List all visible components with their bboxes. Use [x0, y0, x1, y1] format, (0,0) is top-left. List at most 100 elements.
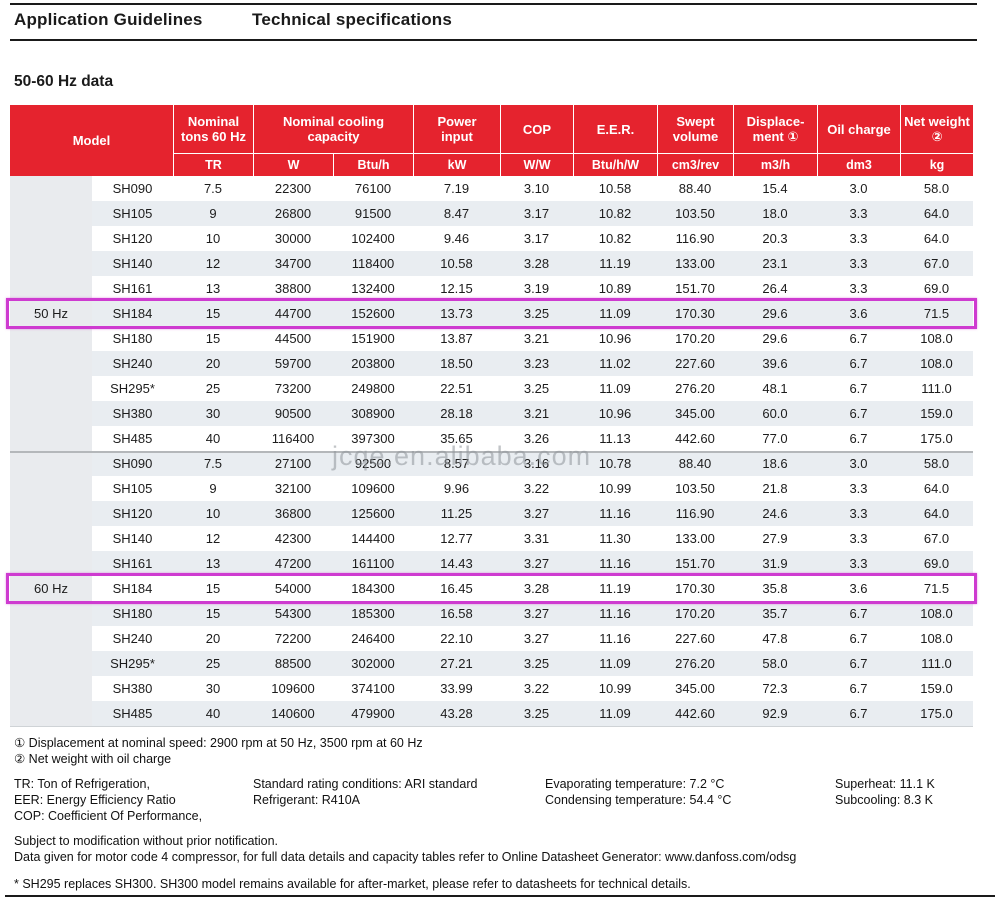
section-separator [10, 451, 973, 453]
value-cell: 35.7 [733, 601, 817, 626]
value-cell: 8.57 [413, 451, 500, 476]
value-cell: 3.25 [500, 701, 573, 726]
abbrev-cop: COP: Coefficient Of Performance, [14, 809, 203, 823]
model-cell: SH240 [92, 351, 173, 376]
frequency-label [10, 376, 92, 401]
column-header-line: tons 60 Hz [180, 129, 246, 144]
value-cell: 140600 [253, 701, 333, 726]
value-cell: 3.3 [849, 231, 868, 246]
value-cell: 69.0 [923, 281, 950, 296]
value-cell: 161100 [333, 551, 413, 576]
column-header: Oil charge [818, 105, 900, 153]
value-cell: 29.6 [762, 331, 788, 346]
frequency-label [10, 476, 92, 501]
value-cell: 116400 [271, 431, 315, 446]
value-cell: 30 [205, 681, 221, 696]
value-cell: 47200 [253, 551, 333, 576]
unit-header: kg [929, 158, 945, 172]
table-body: SH090 7.5 22300 76100 7.19 3.10 10.58 88.40 15.4… [10, 176, 973, 727]
table-row-50hz-SH140: SH140 12 34700 118400 10.58 3.28 11.19 133.00 23… [10, 251, 973, 276]
value-cell: 10.96 [573, 401, 657, 426]
value-cell: 102400 [351, 231, 395, 246]
unit-header: Btu/h [333, 154, 413, 176]
value-cell: 3.3 [817, 251, 900, 276]
value-cell: 11.13 [599, 431, 631, 446]
value-cell: 33.99 [440, 681, 473, 696]
value-cell: 9.96 [443, 481, 470, 496]
value-cell: 69.0 [900, 551, 973, 576]
value-cell: 24.6 [733, 501, 817, 526]
value-cell: 35.65 [440, 431, 473, 446]
frequency-label [10, 176, 92, 201]
footnote-net-weight: ② Net weight with oil charge [14, 752, 172, 766]
value-cell: 7.19 [443, 181, 470, 196]
model-cell: SH161 [112, 281, 153, 296]
table-row-60hz-SH184: 60 Hz SH184 15 54000 184300 16.45 3.28 11.19 170… [10, 576, 973, 601]
model-cell: SH105 [112, 481, 153, 496]
value-cell: 15.4 [762, 181, 788, 196]
value-cell: 30 [173, 401, 253, 426]
value-cell: 3.10 [523, 181, 550, 196]
model-cell: SH184 [112, 581, 153, 596]
value-cell: 3.17 [523, 231, 550, 246]
value-cell: 116.90 [675, 231, 715, 246]
table-row-50hz-SH240: SH240 20 59700 203800 18.50 3.23 11.02 227.60 39… [10, 351, 973, 376]
value-cell: 18.0 [733, 201, 817, 226]
tab-application-guidelines[interactable]: Application Guidelines [14, 10, 203, 29]
value-cell: 3.3 [849, 531, 868, 546]
value-cell: 13.87 [440, 331, 473, 346]
sh295-note: * SH295 replaces SH300. SH300 model rema… [14, 877, 691, 891]
value-cell: 15 [173, 301, 253, 326]
value-cell: 25 [205, 381, 221, 396]
value-cell: 64.0 [900, 201, 973, 226]
data-source-note: Data given for motor code 4 compressor, … [14, 849, 984, 865]
condensing-temperature: Condensing temperature: 54.4 °C [545, 793, 732, 807]
table-row-60hz-SH105: SH105 9 32100 109600 9.96 3.22 10.99 103.50 21.8… [10, 476, 973, 501]
model-cell: SH380 [112, 681, 153, 696]
table-row-50hz-SH105: SH105 9 26800 91500 8.47 3.17 10.82 103.50 18.0 3… [10, 201, 973, 226]
value-cell: 7.5 [203, 181, 223, 196]
table-row-60hz-SH380: SH380 30 109600 374100 33.99 3.22 10.99 345.00 7… [10, 676, 973, 701]
value-cell: 108.0 [920, 331, 953, 346]
value-cell: 40 [173, 701, 253, 726]
value-cell: 108.0 [900, 601, 973, 626]
value-cell: 20 [205, 631, 221, 646]
value-cell: 3.23 [500, 351, 573, 376]
frequency-label [10, 201, 92, 226]
tab-technical-specifications[interactable]: Technical specifications [252, 10, 453, 29]
value-cell: 11.16 [573, 501, 657, 526]
value-cell: 3.22 [523, 681, 550, 696]
value-cell: 6.7 [817, 651, 900, 676]
value-cell: 11.19 [573, 251, 657, 276]
frequency-label [10, 651, 92, 676]
value-cell: 345.00 [675, 681, 715, 696]
value-cell: 276.20 [657, 651, 733, 676]
value-cell: 308900 [333, 401, 413, 426]
column-header-line: Nominal cooling [282, 114, 385, 129]
value-cell: 16.58 [413, 601, 500, 626]
value-cell: 159.0 [900, 401, 973, 426]
model-cell: SH295* [92, 651, 173, 676]
value-cell: 184300 [351, 581, 395, 596]
value-cell: 58.0 [923, 181, 950, 196]
value-cell: 12.15 [440, 281, 473, 296]
value-cell: 20 [173, 351, 253, 376]
value-cell: 20.3 [762, 231, 788, 246]
column-header-line: Swept [676, 114, 715, 129]
value-cell: 10.96 [598, 331, 632, 346]
value-cell: 151.70 [657, 551, 733, 576]
column-header: Nominal cooling capacity [254, 105, 413, 153]
value-cell: 3.3 [817, 501, 900, 526]
value-cell: 48.1 [762, 381, 788, 396]
value-cell: 6.7 [849, 331, 868, 346]
table-row-50hz-SH180: SH180 15 44500 151900 13.87 3.21 10.96 170.20 29… [10, 326, 973, 351]
table-row-50hz-SH485: SH485 40 116400 397300 35.65 3.26 11.13 442.60 7… [10, 426, 973, 451]
value-cell: 64.0 [900, 501, 973, 526]
danfoss-odsg-link[interactable]: www.danfoss.com/odsg [665, 850, 797, 864]
column-header-line: Displace- [746, 114, 805, 129]
column-header-line: E.E.R. [596, 121, 635, 137]
value-cell: 67.0 [900, 251, 973, 276]
evaporating-temperature: Evaporating temperature: 7.2 °C [545, 777, 725, 791]
value-cell: 3.28 [500, 251, 573, 276]
model-cell: SH485 [92, 701, 173, 726]
